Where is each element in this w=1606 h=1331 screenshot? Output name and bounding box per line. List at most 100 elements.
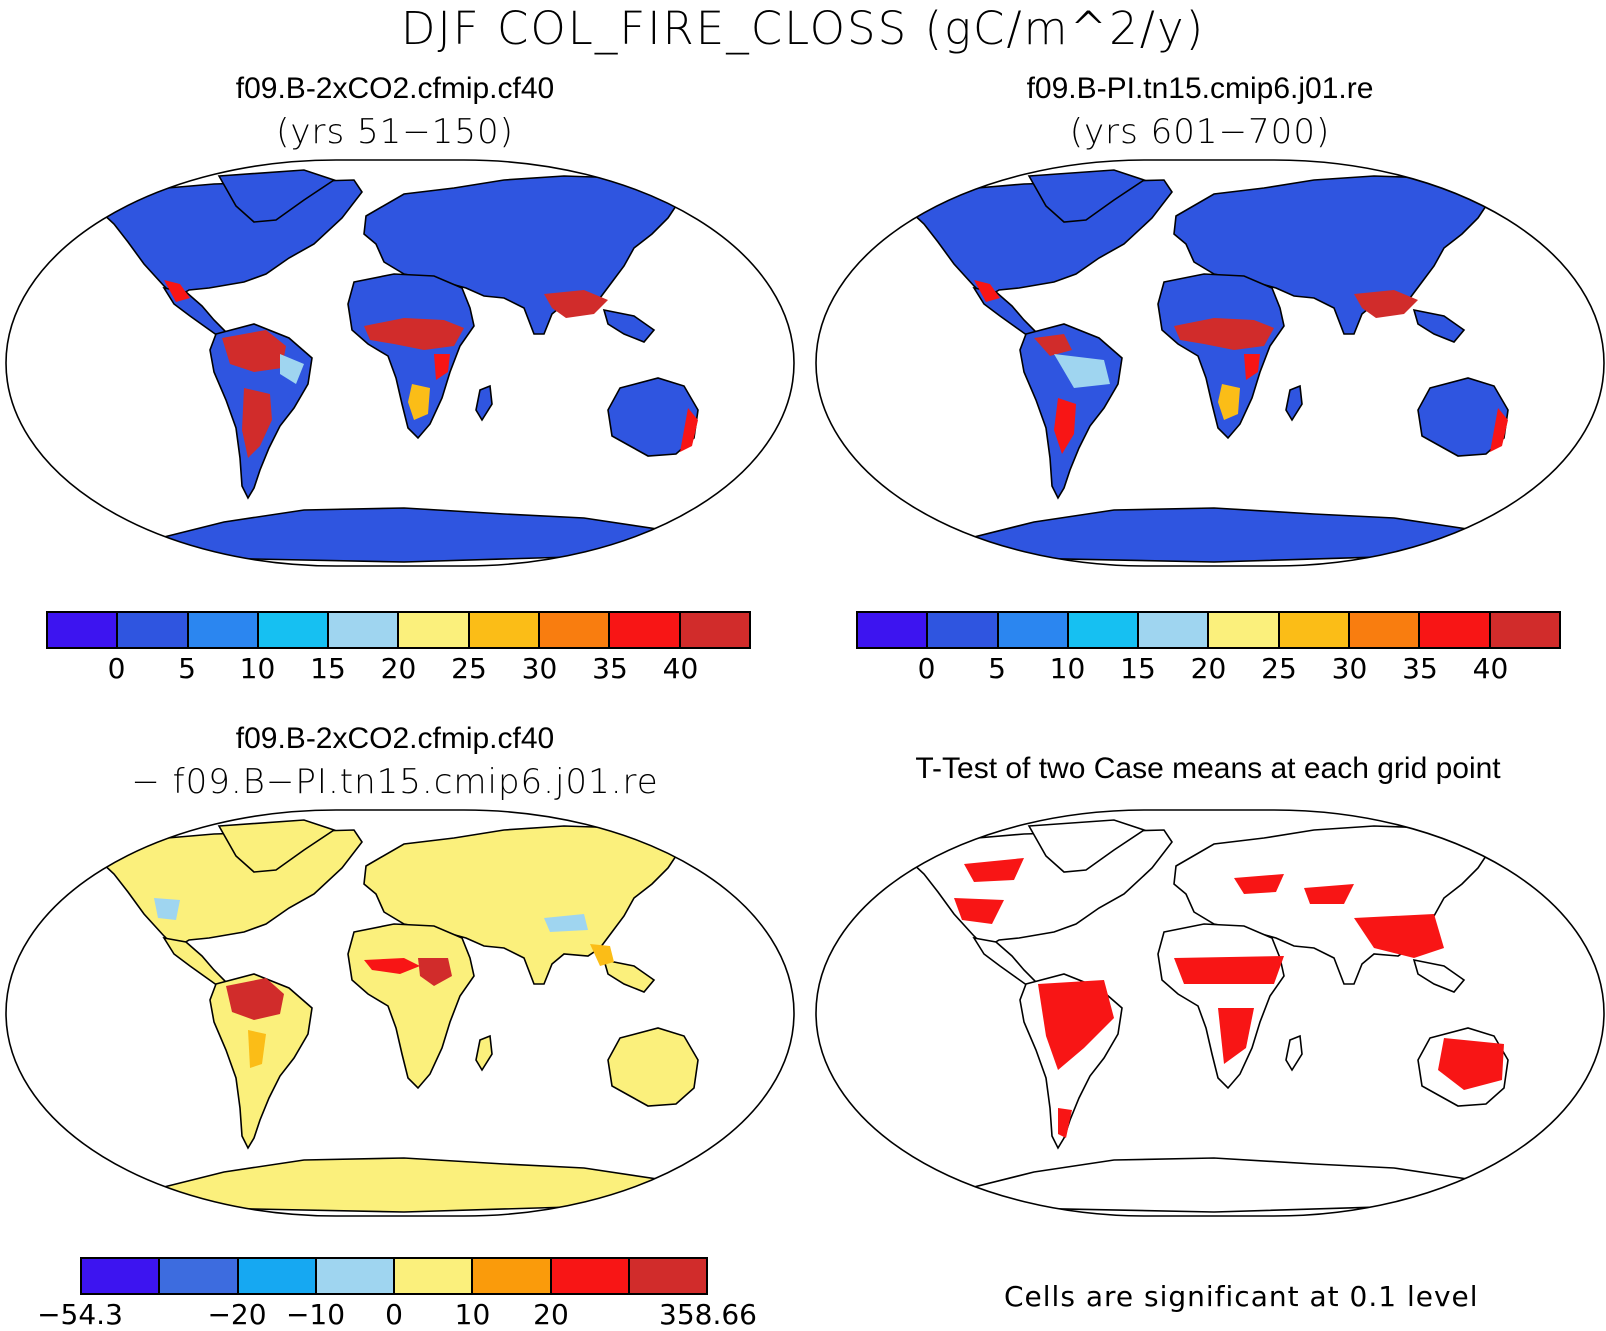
- panel-title-top-left: f09.B-2xCO2.cfmip.cf40: [235, 72, 555, 105]
- map-content: [816, 810, 1604, 1216]
- colorbar-tick-label: 0: [385, 1298, 403, 1331]
- hotspot-southern-africa: [408, 384, 430, 420]
- colorbar-swatch: [1209, 613, 1280, 647]
- hotspot-east-africa: [434, 354, 450, 380]
- colorbar-swatch: [329, 613, 400, 647]
- colorbar-tick-label: 35: [592, 652, 628, 685]
- continent-greenland: [217, 819, 336, 873]
- panel-title-bottom-left: f09.B-2xCO2.cfmip.cf40: [235, 722, 555, 755]
- colorbar-tick-label: 10: [1049, 652, 1086, 685]
- map-border: [5, 159, 795, 567]
- continent-madagascar: [475, 1034, 493, 1072]
- colorbar-top-right: [856, 611, 1561, 649]
- significance-note: Cells are significant at 0.1 level: [1004, 1280, 1479, 1313]
- map-bottom-right: [815, 809, 1605, 1217]
- map-border: [815, 159, 1605, 567]
- colorbar-tick-label: 0: [917, 652, 936, 685]
- hotspot-sahel: [1174, 318, 1274, 350]
- colorbar-tick-label: 20: [1190, 652, 1227, 685]
- colorbar-swatch: [118, 613, 189, 647]
- colorbar-top-left: [46, 611, 751, 649]
- colorbar-tick-label: −10: [285, 1298, 346, 1331]
- colorbar-swatch: [1350, 613, 1421, 647]
- continent-greenland: [217, 169, 336, 223]
- panel-subtitle-top-right: (yrs 601−700): [1069, 112, 1331, 152]
- continent-seAsia: [1412, 958, 1466, 993]
- continent-africa: [347, 273, 475, 440]
- colorbar-swatch: [1279, 613, 1351, 647]
- hotspot-south-america: [242, 388, 272, 458]
- panel-subtitle-bottom-left: − f09.B−PI.tn15.cmip6.j01.re: [131, 762, 659, 802]
- colorbar-tick-label: −54.3: [37, 1298, 123, 1331]
- colorbar-tick-label: 35: [1402, 652, 1438, 685]
- colorbar-tick-label: 25: [451, 652, 487, 685]
- hotspot-east-australia: [1490, 408, 1508, 452]
- diff-west-africa: [364, 958, 420, 974]
- continent-greenland: [1027, 169, 1146, 223]
- hotspot-south-asia: [544, 290, 608, 318]
- colorbar-swatch: [680, 613, 749, 647]
- colorbar-swatch: [858, 613, 929, 647]
- continent-australia: [607, 1027, 699, 1107]
- colorbar-swatch: [238, 1259, 317, 1293]
- colorbar-tick-label: 20: [380, 652, 417, 685]
- colorbar-tick-label: 30: [521, 652, 558, 685]
- colorbar-swatch: [399, 613, 470, 647]
- continent-africa: [1157, 273, 1285, 440]
- panel-title-bottom-right: T-Test of two Case means at each grid po…: [915, 752, 1501, 785]
- diff-south-asia: [590, 944, 614, 966]
- colorbar-swatch: [610, 613, 681, 647]
- colorbar-tick-label: 20: [533, 1298, 569, 1331]
- main-title: DJF COL_FIRE_CLOSS (gC/m^2/y): [400, 2, 1206, 55]
- map-content: [816, 160, 1604, 566]
- panel-title-top-right: f09.B-PI.tn15.cmip6.j01.re: [1026, 72, 1374, 105]
- continent-australia: [1417, 377, 1509, 457]
- map-border: [815, 809, 1605, 1217]
- colorbar-tick-label: 40: [662, 652, 699, 685]
- colorbar-swatch: [1420, 613, 1491, 647]
- colorbar-tick-label: 30: [1331, 652, 1368, 685]
- colorbar-tick-label: 25: [1261, 652, 1297, 685]
- hotspot-east-africa: [1244, 354, 1260, 380]
- panel-subtitle-top-left: (yrs 51−150): [276, 112, 514, 152]
- colorbar-swatch: [1490, 613, 1559, 647]
- continent-antarctica: [149, 507, 705, 563]
- significant-cells: [964, 858, 1024, 882]
- colorbar-tick-label: 358.66: [659, 1298, 757, 1331]
- colorbar-tick-label: 10: [454, 1298, 491, 1331]
- significant-cells: [1218, 1008, 1254, 1064]
- colorbar-swatch: [48, 613, 119, 647]
- continent-seAsia: [602, 958, 656, 993]
- map-bottom-left: [5, 809, 795, 1217]
- colorbar-swatch: [473, 1259, 552, 1293]
- colorbar-tick-label: −20: [207, 1298, 267, 1331]
- colorbar-swatch: [551, 1259, 630, 1293]
- colorbar-swatch: [258, 613, 330, 647]
- continent-madagascar: [1285, 384, 1303, 422]
- colorbar-tick-label: 0: [107, 652, 126, 685]
- colorbar-tick-label: 15: [310, 652, 346, 685]
- continent-australia: [607, 377, 699, 457]
- hotspot-mexico: [164, 280, 190, 302]
- continent-seAsia: [1412, 308, 1466, 343]
- significant-cells: [1058, 1108, 1072, 1138]
- map-content: [6, 810, 794, 1216]
- hotspot-south-asia: [1354, 290, 1418, 318]
- map-top-right: [815, 159, 1605, 567]
- hotspot-amazon: [1034, 334, 1072, 356]
- diff-south-america: [248, 1030, 266, 1068]
- significant-cells: [1234, 874, 1284, 894]
- colorbar-swatch: [160, 1259, 239, 1293]
- colorbar-swatch: [395, 1259, 474, 1293]
- colorbar-swatch: [540, 613, 611, 647]
- continent-seAsia: [602, 308, 656, 343]
- diff-north-america: [154, 898, 180, 920]
- colorbar-swatch: [928, 613, 999, 647]
- significant-cells: [1174, 956, 1284, 984]
- map-content: [6, 160, 794, 566]
- continent-antarctica: [959, 1157, 1515, 1213]
- continent-antarctica: [959, 507, 1515, 563]
- hotspot-amazon: [222, 330, 286, 372]
- colorbar-swatch: [469, 613, 541, 647]
- significant-cells: [1354, 914, 1444, 958]
